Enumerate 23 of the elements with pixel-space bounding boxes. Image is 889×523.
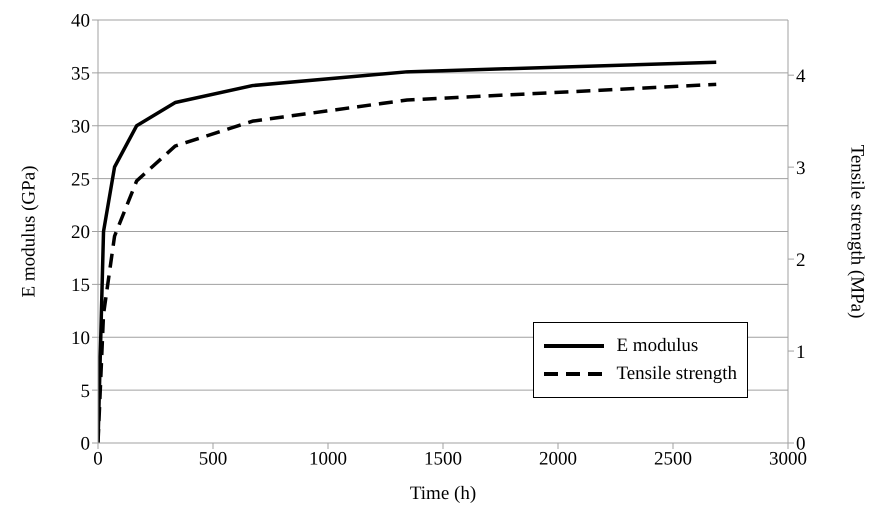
y-tick-label: 10 <box>71 328 90 349</box>
x-tick-label: 1000 <box>309 448 347 470</box>
y-tick-label: 30 <box>71 116 90 138</box>
y2-tick-label: 4 <box>796 66 806 87</box>
y2-tick-label: 2 <box>796 250 806 271</box>
y2-axis-title: Tensile strength (MPa) <box>846 144 868 318</box>
y2-tick-label: 3 <box>796 158 806 179</box>
y-tick-label: 5 <box>80 380 90 402</box>
legend-label: Tensile strength <box>616 363 737 385</box>
x-tick-label: 2000 <box>539 448 577 470</box>
y-tick-label: 35 <box>71 64 90 85</box>
y-tick-label: 15 <box>71 275 90 296</box>
x-axis-title: Time (h) <box>410 483 476 504</box>
y-axis-title: E modulus (GPa) <box>18 166 40 298</box>
legend-label: E modulus <box>616 335 698 357</box>
x-tick-label: 1500 <box>424 448 462 470</box>
y-tick-label: 0 <box>80 434 90 455</box>
y-tick-label: 20 <box>71 222 90 244</box>
x-tick-label: 2500 <box>654 448 692 470</box>
y-tick-label: 25 <box>71 169 90 190</box>
x-tick-label: 500 <box>198 448 228 470</box>
y-tick-label: 40 <box>71 10 90 32</box>
y2-tick-label: 1 <box>796 342 806 363</box>
